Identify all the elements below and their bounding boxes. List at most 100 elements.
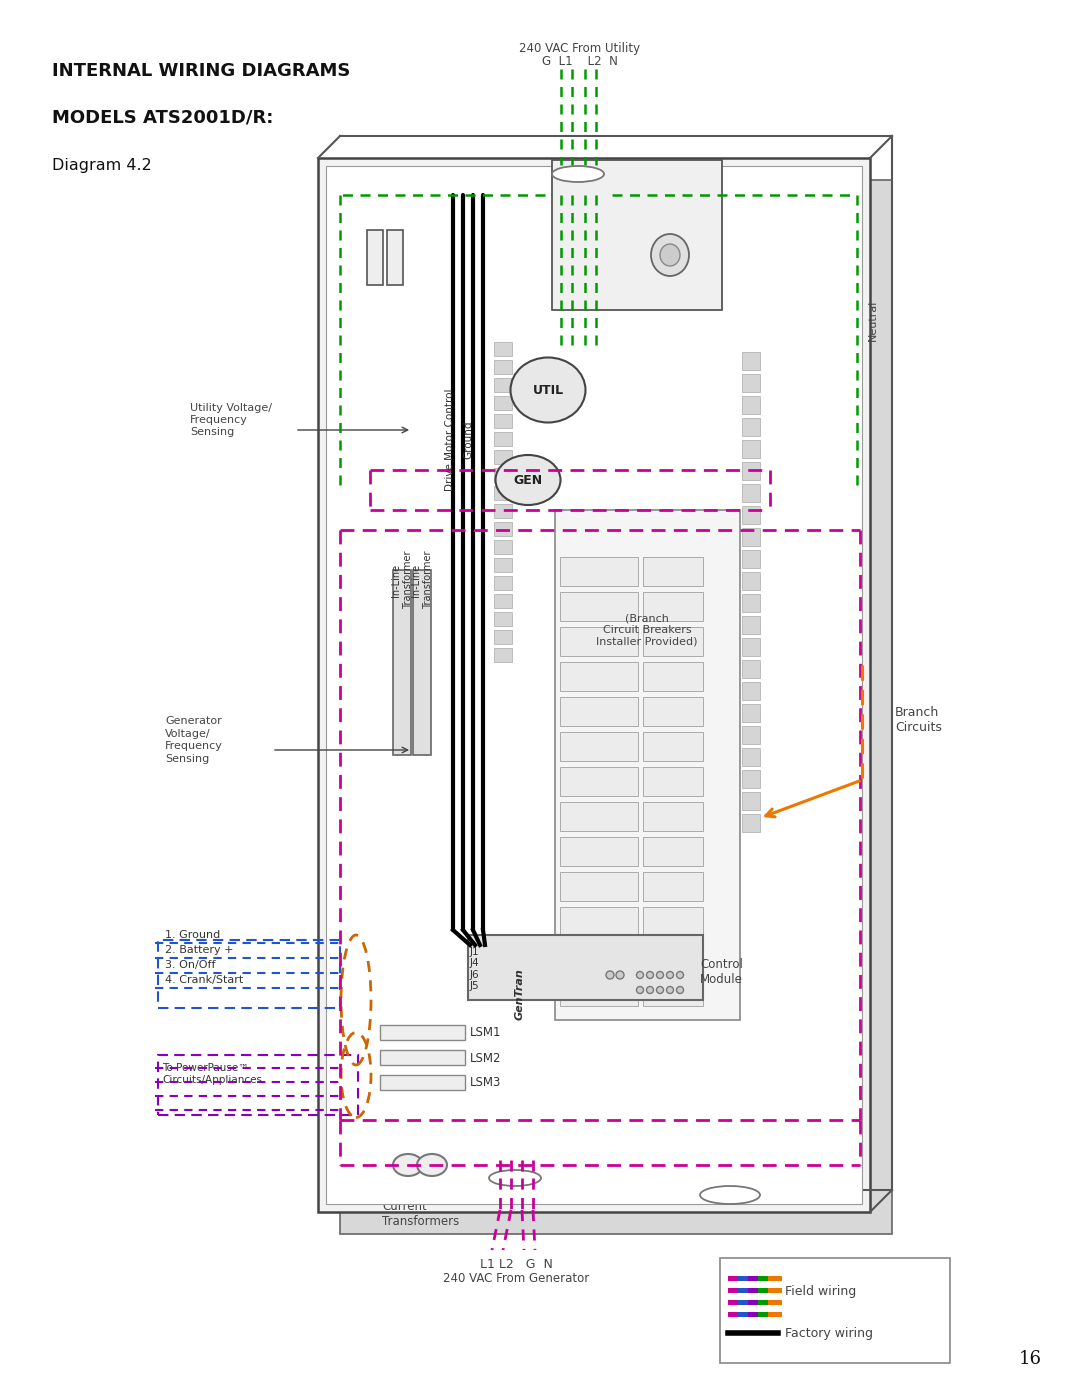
Bar — [762, 1312, 770, 1317]
Bar — [758, 1312, 766, 1317]
Bar — [734, 1288, 742, 1294]
Text: 2. Battery +: 2. Battery + — [165, 944, 233, 956]
Bar — [740, 1288, 747, 1294]
Bar — [468, 935, 703, 1000]
Ellipse shape — [676, 971, 684, 978]
Bar — [494, 360, 512, 374]
Ellipse shape — [657, 971, 663, 978]
Bar — [561, 872, 638, 901]
Bar — [494, 557, 512, 571]
Bar — [762, 1301, 770, 1305]
Bar — [764, 1301, 772, 1305]
Bar — [643, 697, 703, 726]
Bar — [741, 1301, 750, 1305]
Bar — [741, 1288, 750, 1294]
Text: Diagram 4.2: Diagram 4.2 — [52, 158, 152, 173]
Text: Current
Transformers: Current Transformers — [382, 1200, 459, 1228]
Bar — [742, 747, 760, 766]
Bar — [744, 1275, 752, 1281]
Bar — [742, 594, 760, 612]
Text: 240 VAC From Generator: 240 VAC From Generator — [443, 1273, 589, 1285]
Bar — [561, 732, 638, 761]
Bar — [750, 1312, 757, 1317]
Bar — [772, 1275, 781, 1281]
Bar — [561, 662, 638, 692]
Text: J1: J1 — [470, 947, 480, 957]
Bar — [769, 1275, 778, 1281]
Ellipse shape — [511, 358, 585, 422]
Bar — [774, 1301, 782, 1305]
Bar — [761, 1275, 769, 1281]
Bar — [774, 1288, 782, 1294]
Bar — [494, 522, 512, 536]
Bar — [741, 1275, 750, 1281]
Text: Ground: Ground — [463, 420, 473, 460]
Bar — [771, 1301, 779, 1305]
Ellipse shape — [417, 1154, 447, 1176]
Ellipse shape — [666, 986, 674, 993]
Bar — [751, 1301, 759, 1305]
Ellipse shape — [636, 986, 644, 993]
Bar — [732, 1275, 741, 1281]
Text: INTERNAL WIRING DIAGRAMS: INTERNAL WIRING DIAGRAMS — [52, 61, 350, 80]
Bar — [731, 1301, 739, 1305]
Bar — [742, 374, 760, 393]
Bar — [754, 1301, 762, 1305]
Bar — [742, 550, 760, 569]
Text: Branch
Circuits: Branch Circuits — [895, 705, 942, 733]
Bar — [643, 907, 703, 936]
Ellipse shape — [700, 1186, 760, 1204]
Bar — [750, 1275, 757, 1281]
Ellipse shape — [606, 971, 615, 979]
Ellipse shape — [651, 235, 689, 277]
Ellipse shape — [666, 971, 674, 978]
Text: MODELS ATS2001D/R:: MODELS ATS2001D/R: — [52, 108, 273, 126]
Bar — [732, 1288, 741, 1294]
Text: Fuse: Fuse — [363, 250, 387, 260]
Bar — [740, 1301, 747, 1305]
Bar — [643, 732, 703, 761]
Bar — [643, 767, 703, 796]
Bar — [561, 697, 638, 726]
Bar — [729, 1275, 738, 1281]
Bar — [340, 180, 892, 1234]
Bar — [751, 1312, 759, 1317]
Bar — [729, 1288, 738, 1294]
Bar — [561, 942, 638, 971]
Bar — [734, 1312, 742, 1317]
Text: 1. Ground: 1. Ground — [165, 930, 220, 940]
Bar — [393, 570, 411, 754]
Bar — [742, 726, 760, 745]
Bar — [742, 571, 760, 590]
Bar — [158, 1055, 357, 1115]
Bar — [731, 1312, 739, 1317]
Bar — [753, 1301, 760, 1305]
Bar — [742, 770, 760, 788]
Bar — [494, 648, 512, 662]
Text: Optional
PowerPause™
Load Shed Modules: Optional PowerPause™ Load Shed Modules — [548, 1024, 670, 1071]
Bar — [748, 1275, 756, 1281]
Text: Utility Voltage/
Frequency
Sensing: Utility Voltage/ Frequency Sensing — [190, 402, 272, 437]
Ellipse shape — [636, 971, 644, 978]
Bar — [742, 462, 760, 481]
Bar — [754, 1312, 762, 1317]
Text: LSM1: LSM1 — [470, 1027, 501, 1039]
Bar — [494, 395, 512, 409]
Bar — [742, 506, 760, 524]
Bar — [768, 1288, 777, 1294]
Bar — [734, 1301, 742, 1305]
Bar — [750, 1301, 757, 1305]
Bar — [494, 432, 512, 446]
Bar — [643, 942, 703, 971]
Bar — [720, 1259, 950, 1363]
Bar — [742, 483, 760, 502]
Ellipse shape — [489, 1171, 541, 1186]
Bar — [552, 161, 723, 310]
Bar — [774, 1312, 782, 1317]
Bar — [768, 1301, 777, 1305]
Bar — [742, 352, 760, 370]
Bar — [742, 682, 760, 700]
Text: 240 VAC From Utility: 240 VAC From Utility — [519, 42, 640, 54]
Text: Field wiring: Field wiring — [785, 1285, 856, 1298]
Bar — [769, 1312, 778, 1317]
